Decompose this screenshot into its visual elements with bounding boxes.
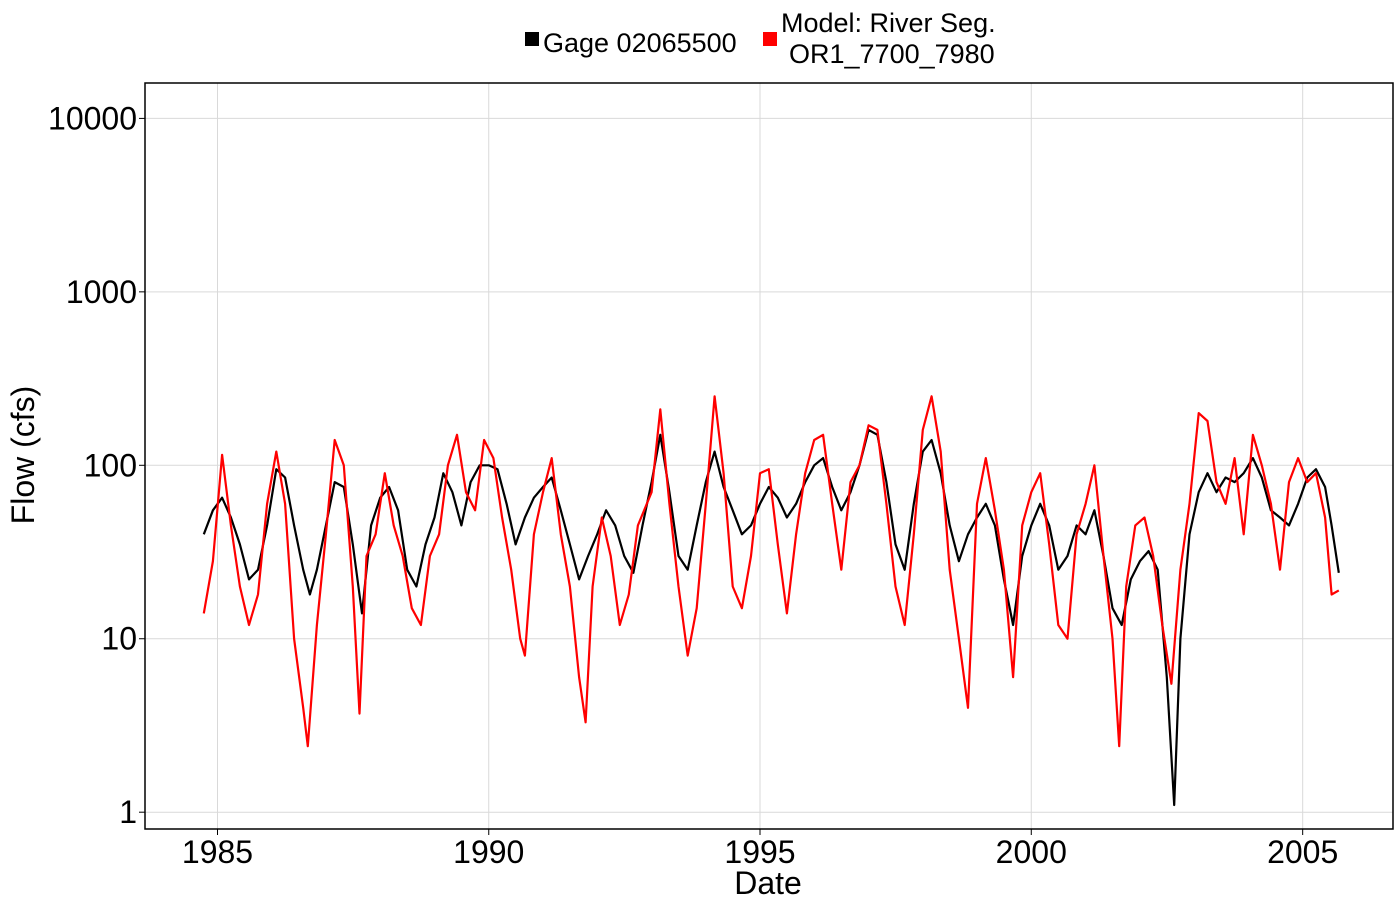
legend-model-line: Model: River Seg. bbox=[781, 8, 996, 38]
series-line-gage bbox=[202, 428, 1340, 807]
plot-frame bbox=[144, 82, 1394, 830]
series-line-model bbox=[202, 395, 1340, 748]
legend-swatch-model bbox=[763, 32, 777, 46]
grid-layer bbox=[145, 83, 1393, 829]
x-tick-label: 1995 bbox=[724, 834, 795, 870]
legend-label-model: Model: River Seg. OR1_7700_7980 bbox=[781, 8, 996, 69]
legend-label-gage: Gage 02065500 bbox=[543, 28, 737, 58]
legend: Gage 02065500 Model: River Seg. OR1_7700_… bbox=[525, 8, 996, 69]
y-tick-label: 10000 bbox=[48, 100, 137, 136]
y-tick-label: 1 bbox=[119, 794, 137, 830]
y-tick-label: 1000 bbox=[66, 274, 137, 310]
x-tick-label: 1985 bbox=[182, 834, 253, 870]
x-axis-title: Date bbox=[734, 865, 802, 900]
y-tick-label: 10 bbox=[101, 621, 137, 657]
x-tick-label: 2005 bbox=[1267, 834, 1338, 870]
series-layer bbox=[202, 395, 1340, 807]
legend-swatch-gage bbox=[525, 32, 539, 46]
tick-layer: 1985 1990 1995 2000 2005 1 10 100 1000 10000 bbox=[48, 100, 1338, 870]
y-tick-label: 100 bbox=[84, 447, 137, 483]
x-tick-label: 2000 bbox=[996, 834, 1067, 870]
x-tick-label: 1990 bbox=[453, 834, 524, 870]
legend-model-line: OR1_7700_7980 bbox=[789, 39, 995, 69]
y-axis-title: Flow (cfs) bbox=[5, 386, 41, 525]
